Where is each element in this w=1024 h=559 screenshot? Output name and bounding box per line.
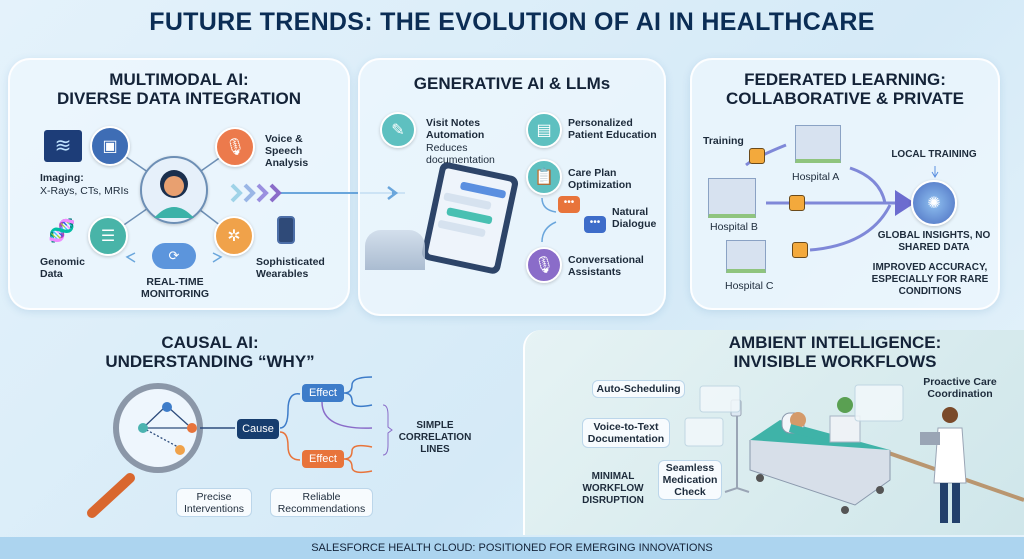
causal-title-line2: UNDERSTANDING “WHY”: [105, 352, 315, 371]
auto-scheduling-bubble: Auto-Scheduling: [592, 380, 685, 398]
global-insights-label: GLOBAL INSIGHTS, NO SHARED DATA: [877, 230, 991, 253]
multimodal-title-line1: MULTIMODAL AI:: [109, 70, 249, 89]
effect-node-blue: Effect: [302, 384, 344, 402]
neural-network-icon: ✺: [911, 180, 957, 226]
chevrons-icon: [230, 183, 282, 203]
education-label: Personalized Patient Education: [568, 117, 657, 141]
causal-title-line1: CAUSAL AI:: [161, 333, 259, 352]
voice-to-text-bubble: Voice-to-Text Documentation: [582, 418, 670, 448]
dna-icon: 🧬: [48, 218, 76, 243]
local-training-label: LOCAL TRAINING: [891, 149, 977, 160]
effect-node-orange: Effect: [302, 450, 344, 468]
imaging-sub-label: X-Rays, CTs, MRIs: [40, 185, 129, 197]
genomic-label: Genomic Data: [40, 256, 85, 280]
xray-icon: ≋: [44, 130, 82, 162]
smartwatch-icon: [277, 216, 295, 244]
care-plan-label: Care Plan Optimization: [568, 167, 632, 191]
accuracy-label: IMPROVED ACCURACY, ESPECIALLY FOR RARE C…: [871, 262, 989, 297]
assistants-label: Conversational Assistants: [568, 254, 644, 278]
education-book-icon: ▤: [526, 112, 562, 148]
hospital-b-icon: [708, 178, 756, 218]
patient-avatar-icon: [140, 156, 208, 224]
causal-diagram: [87, 376, 393, 518]
medication-check-bubble: Seamless Medication Check: [658, 460, 722, 500]
proactive-care-label: Proactive Care Coordination: [923, 376, 997, 400]
ambient-title-line1: AMBIENT INTELLIGENCE:: [728, 333, 942, 352]
wearables-label: Sophisticated Wearables: [256, 256, 325, 280]
floating-screen-icon: [699, 385, 741, 413]
causal-title: CAUSAL AI: UNDERSTANDING “WHY”: [90, 333, 330, 371]
federated-title: FEDERATED LEARNING: COLLABORATIVE & PRIVA…: [690, 70, 1000, 108]
xray-scan-icon: ▣: [90, 126, 130, 166]
ambient-title: AMBIENT INTELLIGENCE: INVISIBLE WORKFLOWS: [700, 333, 970, 371]
federated-title-line2: COLLABORATIVE & PRIVATE: [726, 89, 964, 108]
federated-flows: [745, 143, 939, 252]
minimal-disruption-label: MINIMAL WORKFLOW DISRUPTION: [582, 471, 644, 506]
cause-node: Cause: [237, 419, 279, 439]
footer-banner: SALESFORCE HEALTH CLOUD: POSITIONED FOR …: [0, 537, 1024, 559]
hospital-b-label: Hospital B: [710, 221, 758, 233]
notes-icon: ✎: [380, 112, 416, 148]
visit-notes-sub: Reduces documentation: [426, 142, 495, 166]
precise-interventions-box: Precise Interventions: [176, 488, 252, 517]
visit-notes-label: Visit Notes Automation: [426, 117, 485, 141]
voice-label: Voice & Speech Analysis: [265, 133, 309, 169]
hospital-a-icon: [795, 125, 841, 163]
cloud-sync-icon: ⟳: [152, 243, 196, 269]
monitoring-label: REAL-TIME MONITORING: [140, 276, 210, 300]
federated-title-line1: FEDERATED LEARNING:: [744, 70, 946, 89]
database-icon: ☰: [88, 216, 128, 256]
hospital-c-icon: [726, 240, 766, 273]
multimodal-title-line2: DIVERSE DATA INTEGRATION: [57, 89, 301, 108]
hospital-a-label: Hospital A: [792, 171, 840, 183]
wearable-sensor-icon: ✲: [214, 216, 254, 256]
robot-hands-icon: [365, 230, 425, 270]
training-label: Training: [703, 135, 744, 147]
correlation-label: SIMPLE CORRELATION LINES: [398, 420, 472, 455]
lock-icon: [749, 148, 765, 164]
dialogue-label: Natural Dialogue: [612, 206, 657, 230]
magnifier-handle: [87, 473, 135, 518]
hospital-bed-icon: [749, 412, 891, 514]
plant-icon: [829, 397, 861, 443]
doctor-icon: [920, 407, 967, 523]
imaging-label: Imaging:: [40, 172, 84, 184]
clipboard-icon: 📋: [526, 159, 562, 195]
hospital-room-illustration: [684, 384, 1024, 523]
ambient-title-line2: INVISIBLE WORKFLOWS: [733, 352, 937, 371]
lock-icon: [792, 242, 808, 258]
reliable-recommendations-box: Reliable Recommendations: [270, 488, 373, 517]
arrow-to-generative: [387, 186, 557, 243]
hospital-c-label: Hospital C: [725, 280, 774, 292]
generative-title: GENERATIVE AI & LLMs: [413, 74, 611, 93]
lock-icon: [789, 195, 805, 211]
microphone-icon: 🎙: [215, 127, 255, 167]
microphone-assistant-icon: 🎙: [526, 247, 562, 283]
page-title: FUTURE TRENDS: THE EVOLUTION OF AI IN HE…: [149, 8, 875, 36]
chat-bubbles-icon: •••: [558, 196, 580, 213]
chat-bubble-blue-icon: •••: [584, 216, 606, 233]
multimodal-title: MULTIMODAL AI: DIVERSE DATA INTEGRATION: [8, 70, 350, 108]
